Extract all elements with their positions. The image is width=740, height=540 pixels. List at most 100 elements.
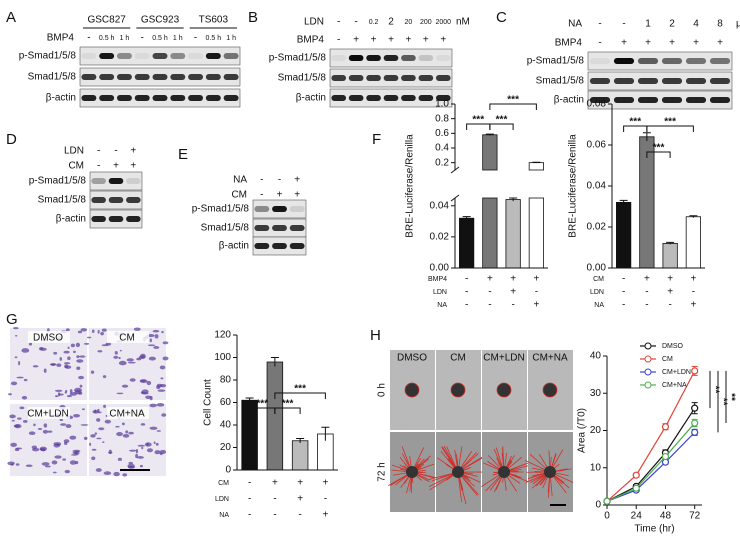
spheroid (452, 466, 464, 478)
cell (65, 392, 67, 394)
cell (79, 355, 85, 357)
y-tick-label: 0.08 (587, 99, 607, 110)
cell (21, 348, 29, 353)
panel-label: A (6, 9, 16, 26)
band (153, 95, 168, 101)
band (710, 97, 730, 103)
band (170, 95, 185, 101)
cell (73, 450, 81, 453)
panel-label: C (496, 9, 507, 26)
cell (73, 414, 80, 418)
y-tick-label: 60 (220, 397, 232, 408)
cell (153, 330, 160, 333)
lane-label: - (97, 161, 100, 172)
band (206, 95, 221, 101)
band (109, 178, 124, 184)
cell (33, 365, 39, 367)
image-caption: CM+LDN (27, 409, 68, 420)
band (224, 74, 239, 80)
condition-mark: - (645, 300, 648, 311)
cell (74, 388, 82, 392)
band (290, 225, 305, 231)
cell (18, 361, 20, 365)
cell (125, 430, 128, 433)
condition-mark: + (667, 287, 673, 298)
cell (137, 456, 144, 459)
cell (9, 415, 16, 419)
row-label: β-actin (554, 95, 584, 106)
band (109, 216, 124, 222)
sig-label: ** (709, 386, 720, 394)
cell (157, 403, 165, 407)
point (692, 368, 698, 374)
lane-label: + (440, 35, 446, 46)
cell (104, 471, 112, 475)
band (224, 95, 239, 101)
cell (62, 458, 66, 460)
lane-label: - (598, 19, 601, 30)
condition-name: BMP4 (428, 276, 447, 283)
y-tick-label: 20 (220, 442, 232, 453)
band (81, 95, 96, 101)
cell (60, 357, 62, 361)
cell (81, 328, 88, 331)
lane-label: 200 (420, 19, 432, 26)
band (91, 178, 106, 184)
bar (529, 163, 543, 170)
treatment-name: CM (68, 161, 84, 172)
cell (66, 424, 72, 428)
cell (102, 441, 105, 443)
cell (71, 454, 78, 456)
y-tick-label: 0.04 (430, 200, 450, 211)
treatment-name: NA (568, 19, 582, 30)
y-tick-label: 1.0 (435, 99, 449, 110)
image-caption: CM (450, 353, 466, 364)
spheroid (497, 383, 511, 397)
band (419, 95, 434, 101)
treatment-name: BMP4 (297, 35, 325, 46)
lane-label: 1 h (120, 35, 130, 42)
cell (92, 449, 97, 451)
condition-mark: - (535, 287, 538, 298)
band (188, 74, 203, 80)
spheroid (451, 383, 465, 397)
cell (76, 366, 80, 369)
cell (64, 362, 70, 364)
lane-label: - (598, 38, 601, 49)
cell (122, 473, 127, 476)
band (81, 74, 96, 80)
cell (123, 434, 130, 438)
lane-label: 1 h (226, 35, 236, 42)
band (135, 53, 150, 59)
cell (115, 351, 118, 355)
cell (163, 356, 169, 360)
cell (122, 385, 128, 388)
sig-label: ** (725, 393, 736, 401)
spheroid (405, 383, 419, 397)
group-label: GSC827 (87, 15, 126, 26)
cell (14, 425, 20, 428)
band (384, 75, 399, 81)
condition-mark: - (692, 287, 695, 298)
band (254, 243, 269, 249)
band (662, 58, 682, 64)
condition-mark: - (511, 300, 514, 311)
cell (76, 355, 79, 358)
y-tick-label: 0.04 (587, 181, 607, 192)
band (224, 53, 239, 59)
cell (8, 393, 12, 395)
band (290, 243, 305, 249)
band (419, 55, 434, 61)
y-axis-label: Area (/T0) (577, 408, 588, 453)
band (170, 74, 185, 80)
band (126, 178, 141, 184)
cell (160, 450, 166, 454)
bar (483, 198, 497, 268)
band (614, 97, 634, 103)
cell (55, 395, 58, 397)
band (710, 58, 730, 64)
cell (89, 443, 91, 446)
treatment-name: CM (231, 190, 247, 201)
image-caption: DMSO (397, 353, 427, 364)
